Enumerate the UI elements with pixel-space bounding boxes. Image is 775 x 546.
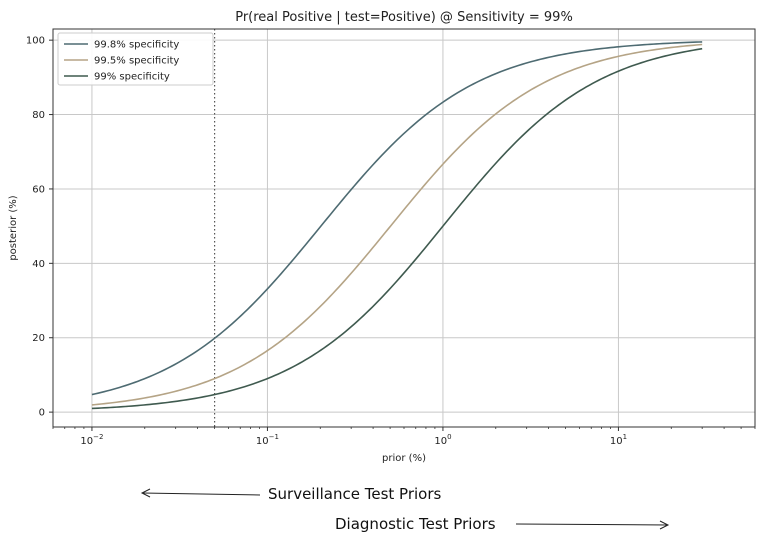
y-tick-label: 20 [32,333,45,344]
y-tick-label: 100 [26,36,45,47]
grid-lines [53,29,755,427]
y-axis-ticks: 0 20 40 60 80 100 [26,36,53,419]
plot-frame [53,29,755,427]
x-tick-label: 100 [434,433,451,447]
y-axis-label: posterior (%) [8,195,19,260]
legend-label: 99% specificity [94,72,170,83]
series-line [92,49,702,409]
y-tick-label: 60 [32,184,45,195]
x-tick-label: 10−1 [256,433,279,447]
chart-title: Pr(real Positive | test=Positive) @ Sens… [235,10,573,25]
x-tick-label: 101 [610,433,627,447]
legend-label: 99.8% specificity [94,40,179,51]
series-line [92,44,702,404]
series-lines [92,42,702,409]
diagnostic-arrow [516,521,668,529]
surveillance-arrow [142,489,260,497]
legend-label: 99.5% specificity [94,56,179,67]
diagnostic-annotation: Diagnostic Test Priors [335,515,496,533]
x-axis-ticks: 10−2 10−1 100 101 [53,427,755,447]
y-tick-label: 0 [39,408,45,419]
legend: 99.8% specificity 99.5% specificity 99% sp… [58,33,213,85]
y-tick-label: 80 [32,110,45,121]
x-tick-label: 10−2 [80,433,103,447]
surveillance-annotation: Surveillance Test Priors [268,485,441,503]
y-tick-label: 40 [32,259,45,270]
x-axis-label: prior (%) [382,453,426,464]
